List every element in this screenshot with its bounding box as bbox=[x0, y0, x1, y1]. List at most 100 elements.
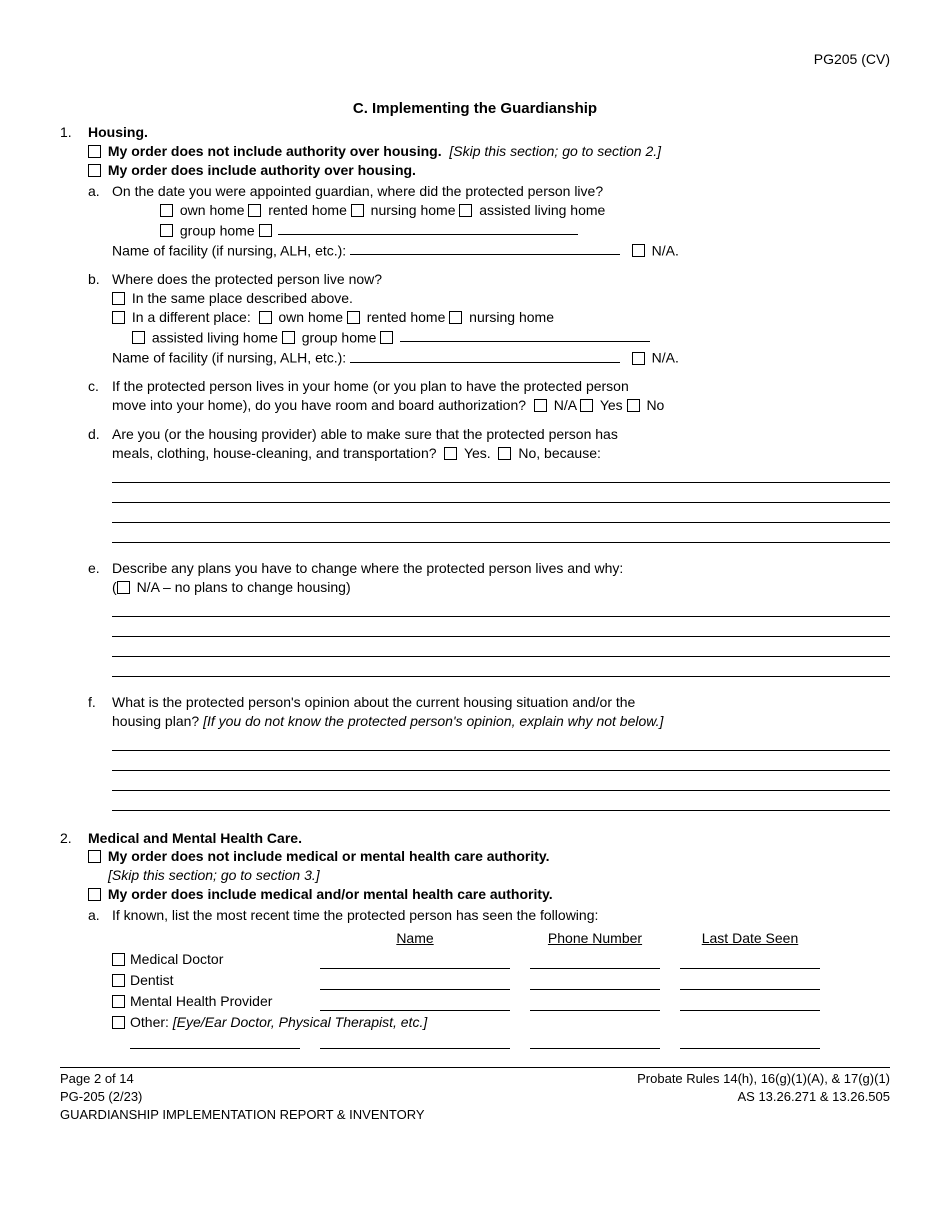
q1b-facility-blank[interactable] bbox=[350, 347, 620, 362]
q2-medical: 2. Medical and Mental Health Care. My or… bbox=[60, 829, 890, 905]
q1f-line[interactable] bbox=[112, 753, 890, 771]
q1b-na-checkbox[interactable] bbox=[632, 352, 645, 365]
q1e-line[interactable] bbox=[112, 599, 890, 617]
q1b-other-blank[interactable] bbox=[400, 327, 650, 342]
q1a-facility-blank[interactable] bbox=[350, 240, 620, 255]
q1f-hint: [If you do not know the protected person… bbox=[203, 713, 663, 729]
q1d-no-label: No, because: bbox=[518, 445, 601, 461]
mental-date-blank[interactable] bbox=[680, 995, 820, 1011]
q1a-rented-checkbox[interactable] bbox=[248, 204, 261, 217]
q1-housing: 1. Housing. My order does not include au… bbox=[60, 123, 890, 180]
other-label: Other: bbox=[130, 1014, 169, 1030]
q1d-yes-checkbox[interactable] bbox=[444, 447, 457, 460]
dentist-checkbox[interactable] bbox=[112, 974, 125, 987]
space: group home bbox=[180, 222, 255, 238]
q1a-na-label: N/A. bbox=[652, 242, 679, 258]
other-type-blank[interactable] bbox=[130, 1033, 300, 1049]
footer-page: Page 2 of 14 bbox=[60, 1070, 425, 1088]
q1b-text: Where does the protected person live now… bbox=[112, 270, 890, 289]
q1a-own-home-label: own home bbox=[180, 202, 245, 218]
mental-checkbox[interactable] bbox=[112, 995, 125, 1008]
q1d-yes-label: Yes. bbox=[464, 445, 491, 461]
other-name-blank[interactable] bbox=[320, 1033, 510, 1049]
footer-rules: Probate Rules 14(h), 16(g)(1)(A), & 17(g… bbox=[637, 1070, 890, 1088]
q1d-line[interactable] bbox=[112, 465, 890, 483]
q1a-other-checkbox[interactable] bbox=[259, 224, 272, 237]
mental-label: Mental Health Provider bbox=[130, 992, 320, 1011]
footer-statutes: AS 13.26.271 & 13.26.505 bbox=[637, 1088, 890, 1106]
q1-title: Housing. bbox=[88, 124, 148, 140]
q1b-same-checkbox[interactable] bbox=[112, 292, 125, 305]
mental-name-blank[interactable] bbox=[320, 995, 510, 1011]
q1d-no-checkbox[interactable] bbox=[498, 447, 511, 460]
q1e-letter: e. bbox=[88, 559, 112, 677]
q1-no-auth-label: My order does not include authority over… bbox=[108, 143, 442, 159]
q1f-line[interactable] bbox=[112, 773, 890, 791]
col-date-header: Last Date Seen bbox=[680, 929, 820, 948]
dentist-date-blank[interactable] bbox=[680, 974, 820, 990]
space: nursing home bbox=[371, 202, 456, 218]
q1c-na-checkbox[interactable] bbox=[534, 399, 547, 412]
doctor-phone-blank[interactable] bbox=[530, 953, 660, 969]
dentist-phone-blank[interactable] bbox=[530, 974, 660, 990]
q1b-letter: b. bbox=[88, 270, 112, 367]
other-hint: [Eye/Ear Doctor, Physical Therapist, etc… bbox=[173, 1014, 427, 1030]
section-c-title: C. Implementing the Guardianship bbox=[60, 99, 890, 119]
q2-yes-checkbox[interactable] bbox=[88, 888, 101, 901]
q1f-line[interactable] bbox=[112, 793, 890, 811]
q1a-nursing-checkbox[interactable] bbox=[351, 204, 364, 217]
provider-row-dentist: Dentist bbox=[112, 971, 890, 990]
q1e-na-label: N/A – no plans to change housing) bbox=[137, 579, 351, 595]
q1b-rented-checkbox[interactable] bbox=[347, 311, 360, 324]
footer-form: PG-205 (2/23) bbox=[60, 1088, 425, 1106]
q2-no-label: My order does not include medical or men… bbox=[108, 848, 550, 864]
dentist-label: Dentist bbox=[130, 971, 320, 990]
q1e-line[interactable] bbox=[112, 659, 890, 677]
q1b-nursing-checkbox[interactable] bbox=[449, 311, 462, 324]
doctor-name-blank[interactable] bbox=[320, 953, 510, 969]
space: own home bbox=[278, 309, 343, 325]
q1b-own-checkbox[interactable] bbox=[259, 311, 272, 324]
q1b-diff-label: In a different place: bbox=[132, 309, 251, 325]
other-checkbox[interactable] bbox=[112, 1016, 125, 1029]
q1a-own-home-checkbox[interactable] bbox=[160, 204, 173, 217]
space: rented home bbox=[367, 309, 446, 325]
q1b-group-checkbox[interactable] bbox=[282, 331, 295, 344]
q1a-group-checkbox[interactable] bbox=[160, 224, 173, 237]
other-phone-blank[interactable] bbox=[530, 1033, 660, 1049]
q1c-yes-checkbox[interactable] bbox=[580, 399, 593, 412]
q2-no-checkbox[interactable] bbox=[88, 850, 101, 863]
q1f-text2: housing plan? bbox=[112, 713, 199, 729]
q1b-assisted-checkbox[interactable] bbox=[132, 331, 145, 344]
q1e-line[interactable] bbox=[112, 639, 890, 657]
q1c-no-checkbox[interactable] bbox=[627, 399, 640, 412]
space: assisted living home bbox=[152, 329, 278, 345]
q2-no-hint: [Skip this section; go to section 3.] bbox=[108, 867, 320, 883]
q1d-line[interactable] bbox=[112, 505, 890, 523]
q1e-line[interactable] bbox=[112, 619, 890, 637]
q1d-text2: meals, clothing, house-cleaning, and tra… bbox=[112, 445, 437, 461]
mental-phone-blank[interactable] bbox=[530, 995, 660, 1011]
q1b-na-label: N/A. bbox=[652, 350, 679, 366]
q1a-assisted-checkbox[interactable] bbox=[459, 204, 472, 217]
page-footer: Page 2 of 14 PG-205 (2/23) GUARDIANSHIP … bbox=[60, 1067, 890, 1123]
q1d-line[interactable] bbox=[112, 525, 890, 543]
q1-no-auth-checkbox[interactable] bbox=[88, 145, 101, 158]
q1e-na-checkbox[interactable] bbox=[117, 581, 130, 594]
q1d-line[interactable] bbox=[112, 485, 890, 503]
q1a-na-checkbox[interactable] bbox=[632, 244, 645, 257]
space: group home bbox=[302, 329, 377, 345]
q1a-text: On the date you were appointed guardian,… bbox=[112, 182, 890, 201]
q1b-diff-checkbox[interactable] bbox=[112, 311, 125, 324]
q1f-text1: What is the protected person's opinion a… bbox=[112, 693, 890, 712]
q1b-other-checkbox[interactable] bbox=[380, 331, 393, 344]
doctor-date-blank[interactable] bbox=[680, 953, 820, 969]
other-date-blank[interactable] bbox=[680, 1033, 820, 1049]
q1f-line[interactable] bbox=[112, 733, 890, 751]
q1-has-auth-checkbox[interactable] bbox=[88, 164, 101, 177]
q1a-other-blank[interactable] bbox=[278, 220, 578, 235]
dentist-name-blank[interactable] bbox=[320, 974, 510, 990]
col-phone-header: Phone Number bbox=[530, 929, 660, 948]
q1d-letter: d. bbox=[88, 425, 112, 543]
doctor-checkbox[interactable] bbox=[112, 953, 125, 966]
